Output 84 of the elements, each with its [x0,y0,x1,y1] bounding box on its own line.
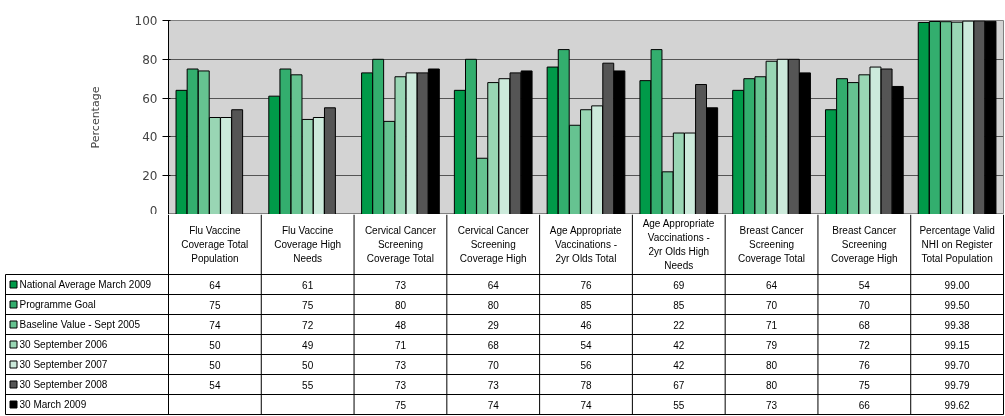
data-label: 70 [487,359,500,371]
data-label: 46 [580,319,592,331]
x-tick-label: Percentage Valid NHI on Register Total Population [919,224,995,265]
data-label: 50 [302,359,314,371]
data-label: 73 [394,279,407,291]
data-label: 22 [673,319,685,331]
data-label: 99.38 [944,319,971,331]
y-tick-label: 60 [142,91,158,106]
y-tick-label: 0 [149,203,158,218]
data-label: 74 [209,319,221,331]
x-tick-label: Breast Cancer Screening Coverage Total [737,224,806,265]
data-label: 99.50 [944,299,971,311]
data-label: 70 [858,299,871,311]
data-label: 72 [858,339,871,351]
data-label: 54 [209,379,221,391]
data-label: 55 [302,379,314,391]
x-tick-label: Breast Cancer Screening Coverage High [830,224,898,265]
legend-label: Programme Goal [19,299,96,310]
legend-label: 30 September 2006 [19,339,108,350]
legend-label: 30 September 2007 [19,359,108,370]
data-label: 73 [765,399,778,411]
data-label: 85 [673,299,685,311]
data-label: 75 [209,299,221,311]
x-tick-label: Flu Vaccine Coverage Total Population [181,224,249,265]
data-label: 61 [302,279,314,291]
x-tick-label: Flu Vaccine Coverage High Needs [274,224,342,265]
data-label: 29 [487,319,500,331]
legend-label: 30 March 2009 [19,399,87,410]
data-label: 48 [394,319,407,331]
data-label: 76 [580,279,592,291]
data-label: 67 [673,379,685,391]
data-label: 64 [487,279,500,291]
data-label: 71 [394,339,407,351]
data-label: 73 [394,359,407,371]
data-label: 73 [487,379,500,391]
data-label: 75 [858,379,871,391]
x-tick-label: Age Appropriate Vaccinations - 2yr Olds Total [549,224,623,265]
data-label: 70 [765,299,778,311]
data-label: 64 [209,279,221,291]
data-label: 85 [580,299,592,311]
data-label: 64 [765,279,778,291]
y-tick-label: 20 [142,169,158,184]
data-label: 72 [302,319,314,331]
data-label: 99.62 [944,399,971,411]
data-label: 54 [858,279,871,291]
y-tick-label: 80 [142,52,158,67]
y-tick-label: 40 [142,130,158,145]
y-axis-title: Percentage [88,86,102,149]
data-label: 50 [209,339,221,351]
data-label: 42 [673,339,685,351]
data-label: 66 [858,399,871,411]
legend-label: 30 September 2008 [19,379,108,390]
data-label: 50 [209,359,221,371]
data-label: 69 [673,279,685,291]
data-label: 80 [765,379,778,391]
data-label: 73 [394,379,407,391]
data-label: 54 [580,339,592,351]
x-tick-label: Cervical Cancer Screening Coverage High [457,224,530,265]
data-label: 76 [858,359,871,371]
data-label: 99.00 [944,279,971,291]
data-label: 42 [673,359,685,371]
data-label: 80 [394,299,407,311]
data-label: 80 [487,299,500,311]
data-label: 75 [394,399,407,411]
data-label: 99.15 [944,339,971,351]
data-label: 68 [858,319,871,331]
legend-label: Baseline Value - Sept 2005 [19,319,141,330]
data-label: 75 [302,299,314,311]
data-label: 99.79 [944,379,971,391]
data-label: 79 [765,339,778,351]
data-label: 74 [580,399,592,411]
data-label: 78 [580,379,592,391]
data-label: 99.70 [944,359,971,371]
data-label: 49 [302,339,314,351]
data-label: 80 [765,359,778,371]
legend-label: National Average March 2009 [19,279,152,290]
data-label: 68 [487,339,500,351]
data-label: 55 [673,399,685,411]
x-tick-label: Cervical Cancer Screening Coverage Total [364,224,437,265]
data-label: 71 [765,319,778,331]
x-tick-label: Age Appropriate Vaccinations - 2yr Olds High Needs [642,217,715,272]
data-label: 74 [487,399,500,411]
data-label: 56 [580,359,592,371]
y-tick-label: 100 [134,14,158,28]
